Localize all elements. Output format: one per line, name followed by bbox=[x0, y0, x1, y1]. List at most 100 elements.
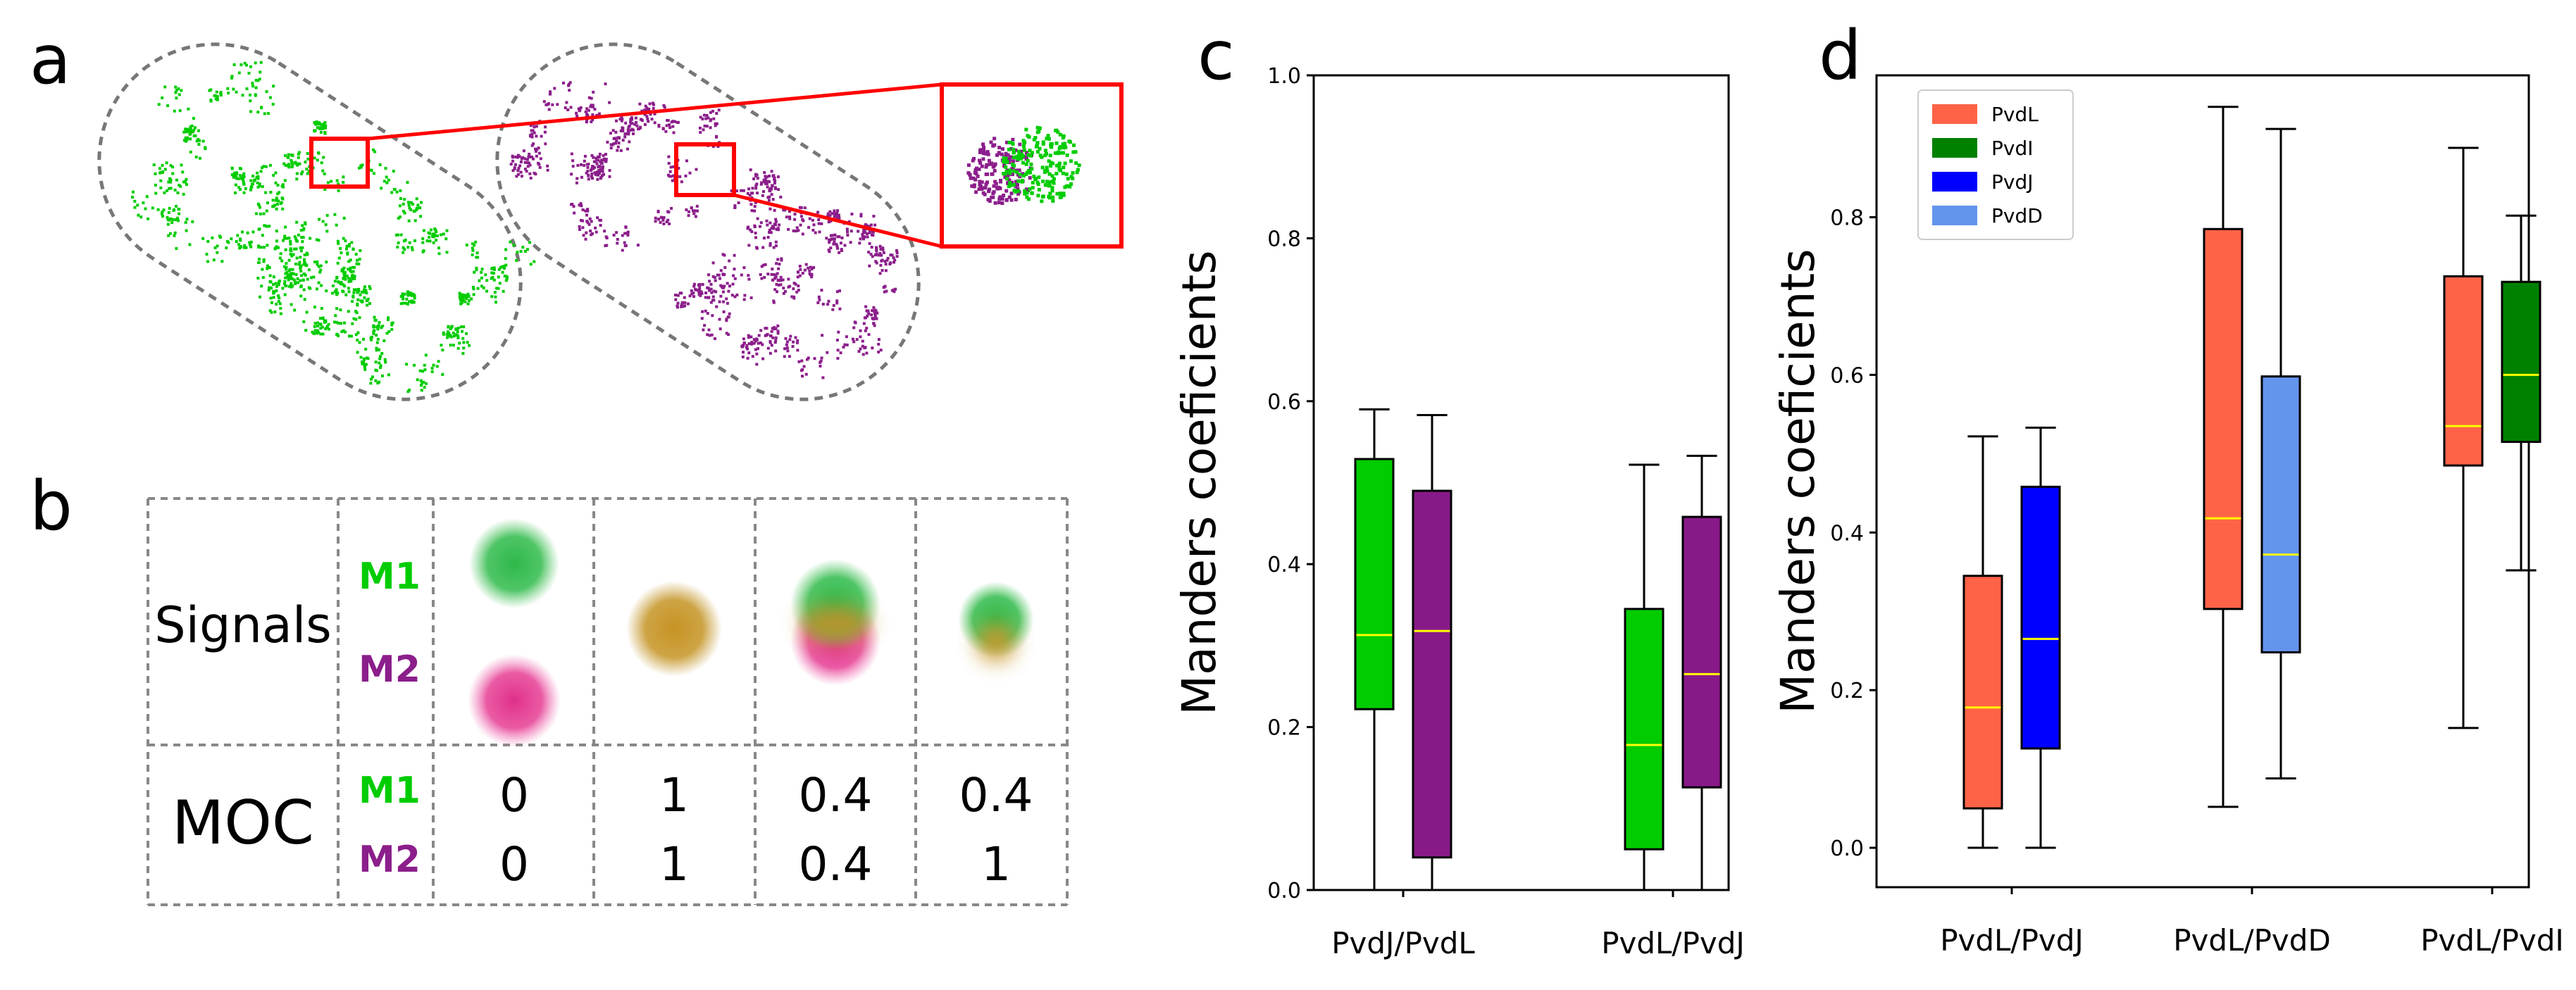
green-spot bbox=[379, 366, 382, 369]
green-spot bbox=[343, 271, 347, 275]
green-spot bbox=[375, 341, 379, 344]
purple-spot bbox=[863, 316, 866, 320]
purple-spot bbox=[797, 289, 800, 292]
green-spot bbox=[369, 382, 373, 385]
purple-spot bbox=[645, 108, 649, 112]
green-spot bbox=[346, 251, 349, 255]
green-spot bbox=[378, 357, 382, 361]
purple-spot bbox=[680, 305, 683, 308]
inset-green-spot bbox=[1020, 152, 1024, 156]
box-iqr bbox=[2443, 275, 2484, 467]
inset-purple-spot bbox=[1009, 192, 1014, 196]
purple-spot bbox=[714, 337, 716, 340]
purple-spot bbox=[768, 189, 771, 192]
inset-purple-spot bbox=[998, 195, 1002, 199]
green-spot bbox=[313, 129, 317, 132]
green-spot bbox=[181, 170, 185, 174]
green-spot bbox=[422, 380, 425, 384]
green-spot bbox=[201, 139, 205, 143]
green-spot bbox=[396, 245, 399, 249]
green-spot bbox=[250, 185, 254, 189]
purple-spot bbox=[532, 142, 535, 146]
purple-spot bbox=[809, 273, 812, 277]
inset-green-spot bbox=[1067, 139, 1071, 144]
inset-purple-spot bbox=[998, 187, 1002, 191]
purple-spot bbox=[828, 250, 831, 253]
purple-spot bbox=[774, 187, 778, 190]
green-spot bbox=[249, 65, 252, 68]
green-spot bbox=[380, 352, 384, 355]
purple-spot bbox=[742, 342, 746, 345]
purple-spot bbox=[600, 158, 604, 162]
green-spot bbox=[277, 283, 280, 287]
green-spot bbox=[258, 182, 261, 186]
green-spot bbox=[352, 291, 356, 294]
green-spot bbox=[322, 122, 325, 125]
legend-label: PvdI bbox=[1991, 137, 2034, 160]
inset-green-spot bbox=[1063, 161, 1067, 165]
green-spot bbox=[186, 136, 189, 139]
green-spot bbox=[236, 234, 239, 237]
purple-spot bbox=[588, 217, 592, 220]
purple-spot bbox=[680, 180, 683, 184]
purple-spot bbox=[889, 253, 892, 257]
green-spot bbox=[325, 230, 329, 233]
green-spot bbox=[468, 344, 471, 347]
purple-spot bbox=[704, 117, 708, 120]
purple-spot bbox=[702, 128, 705, 132]
box-iqr bbox=[1624, 608, 1665, 851]
green-spot bbox=[449, 334, 452, 338]
purple-spot bbox=[704, 296, 707, 299]
inset-green-spot bbox=[1054, 163, 1059, 168]
green-spot bbox=[270, 301, 273, 304]
purple-spot bbox=[598, 169, 602, 173]
purple-spot bbox=[849, 241, 852, 244]
purple-spot bbox=[583, 164, 586, 167]
purple-spot bbox=[804, 372, 808, 376]
green-spot bbox=[285, 284, 288, 288]
purple-spot bbox=[788, 215, 791, 219]
green-spot bbox=[445, 229, 449, 232]
purple-spot bbox=[668, 126, 672, 130]
green-spot bbox=[462, 346, 466, 350]
green-spot bbox=[504, 257, 507, 261]
green-spot bbox=[459, 299, 462, 302]
green-spot bbox=[398, 204, 402, 208]
inset-green-spot bbox=[1012, 188, 1016, 192]
purple-spot bbox=[774, 218, 778, 221]
purple-spot bbox=[761, 246, 765, 249]
green-spot bbox=[424, 353, 428, 357]
green-spot bbox=[265, 209, 268, 213]
purple-spot bbox=[873, 312, 876, 315]
purple-spot bbox=[756, 192, 759, 195]
purple-spot bbox=[862, 235, 866, 238]
purple-spot bbox=[762, 190, 765, 193]
purple-spot bbox=[535, 125, 538, 128]
purple-spot bbox=[608, 169, 611, 173]
purple-spot bbox=[749, 203, 753, 206]
purple-spot bbox=[730, 294, 734, 297]
purple-spot bbox=[766, 236, 770, 239]
purple-spot bbox=[746, 356, 749, 360]
purple-spot bbox=[745, 344, 749, 347]
inset-green-spot bbox=[1040, 199, 1044, 203]
inset-green-spot bbox=[1026, 158, 1030, 163]
purple-spot bbox=[835, 339, 839, 342]
purple-spot bbox=[592, 156, 595, 159]
green-spot bbox=[302, 320, 306, 323]
inset-purple-spot bbox=[990, 195, 994, 199]
green-spot bbox=[154, 192, 158, 195]
purple-spot bbox=[591, 177, 594, 180]
green-spot bbox=[318, 218, 321, 221]
purple-spot bbox=[835, 216, 839, 220]
green-spot bbox=[351, 295, 355, 299]
purple-spot bbox=[621, 249, 624, 252]
green-spot bbox=[359, 249, 362, 252]
green-spot bbox=[485, 279, 489, 282]
green-spot bbox=[235, 240, 238, 243]
green-spot bbox=[374, 379, 378, 382]
purple-spot bbox=[741, 355, 745, 358]
green-spot bbox=[172, 208, 175, 212]
green-spot bbox=[242, 246, 246, 249]
green-spot bbox=[235, 90, 238, 94]
